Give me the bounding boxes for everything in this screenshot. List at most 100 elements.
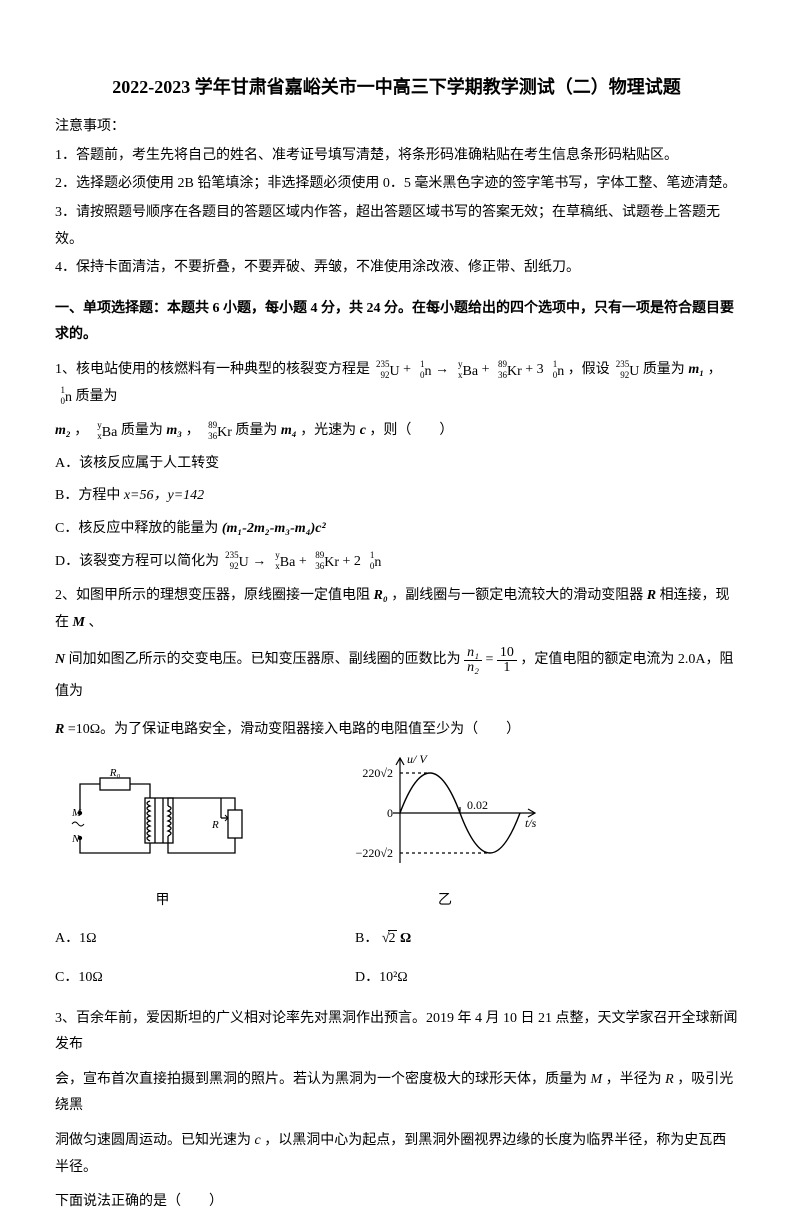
nuclide-Kr: 8936Kr xyxy=(493,359,522,381)
q2-R0: R₀ xyxy=(374,588,388,603)
q2-Rlabel: R xyxy=(55,722,64,737)
question-3-line1: 3、百余年前，爱因斯坦的广义相对论率先对黑洞作出预言。2019 年 4 月 10… xyxy=(55,1006,738,1059)
instruction-3: 3．请按照题号顺序在各题目的答题区域内作答，超出答题区域书写的答案无效；在草稿纸… xyxy=(55,200,738,253)
circuit-diagram-icon: R₀ M N xyxy=(70,768,255,873)
question-2-line3: R =10Ω。为了保证电路安全，滑动变阻器接入电路的电阻值至少为（ ） xyxy=(55,717,738,744)
q2-R: R xyxy=(647,588,656,603)
y-axis-label: u/ V xyxy=(407,753,428,766)
q1-text-5: 质量为 xyxy=(76,389,118,404)
q1-optC-pre: C．核反应中释放的能量为 xyxy=(55,521,218,536)
q1-text-4: ， xyxy=(708,362,722,377)
nuclide-Ba2: yxBa xyxy=(92,420,118,442)
question-2-line2: N 间加如图乙所示的交变电压。已知变压器原、副线圈的匝数比为 n₁ n₂ = 1… xyxy=(55,644,738,708)
instruction-2: 2．选择题必须使用 2B 铅笔填涂；非选择题必须使用 0．5 毫米黑色字迹的签字… xyxy=(55,171,738,198)
nuclide-n: 10n xyxy=(415,359,432,381)
svg-text:R₀: R₀ xyxy=(109,768,121,779)
q1-m1: m₁ xyxy=(688,362,704,377)
x-tick-label: 0.02 xyxy=(467,798,488,812)
q1-c: c xyxy=(360,423,366,438)
x-axis-label: t/s xyxy=(525,816,537,830)
q1-l2f: ，则（ ） xyxy=(369,423,453,438)
q2-circuit-figure: R₀ M N xyxy=(70,768,255,914)
q1-l2b: 质量为 xyxy=(121,423,167,438)
nuclide-Ba: yxBa xyxy=(453,359,479,381)
nuclide-U235: 23592U xyxy=(374,359,400,381)
question-3-line2: 会，宣布首次直接拍摄到黑洞的照片。若认为黑洞为一个密度极大的球形天体，质量为 M… xyxy=(55,1067,738,1120)
nuclide-Kr2: 8936Kr xyxy=(203,420,232,442)
q3-c: c xyxy=(255,1133,261,1148)
q1-m4: m₄ xyxy=(281,423,297,438)
q3-t2b: ，半径为 xyxy=(606,1072,666,1087)
q1-m3: m₃ xyxy=(166,423,182,438)
nuclide-Ba3: yxBa xyxy=(270,550,296,572)
q1-optB-pre: B．方程中 xyxy=(55,488,124,503)
q3-t3a: 洞做匀速圆周运动。已知光速为 xyxy=(55,1133,255,1148)
q1-l2e: ，光速为 xyxy=(300,423,360,438)
q2-ratio-right: 10 1 xyxy=(497,646,517,675)
svg-text:N: N xyxy=(71,833,80,845)
q1-m2: m₂ xyxy=(55,423,71,438)
q3-t2a: 会，宣布首次直接拍摄到黑洞的照片。若认为黑洞为一个密度极大的球形天体，质量为 xyxy=(55,1072,591,1087)
q2-graph-figure: u/ V t/s 220√2 0 −220√2 0.02 乙 xyxy=(345,753,545,914)
q2-optB-pre: B． xyxy=(355,931,378,946)
question-2: 2、如图甲所示的理想变压器，原线圈接一定值电阻 R₀ ，副线圈与一额定电流较大的… xyxy=(55,583,738,636)
question-3-line4: 下面说法正确的是（ ） xyxy=(55,1189,738,1216)
q1-text-3: 质量为 xyxy=(643,362,689,377)
q1-text-1: 1、核电站使用的核燃料有一种典型的核裂变方程是 xyxy=(55,362,374,377)
q1-optD-pre: D．该裂变方程可以简化为 xyxy=(55,554,219,569)
nuclide-U235c: 23592U xyxy=(223,550,249,572)
y-min-label: −220√2 xyxy=(356,846,393,860)
q1-optB-mid: x=56，y=142 xyxy=(124,488,204,503)
q2-option-C: C．10Ω xyxy=(55,965,355,992)
q2-t3a: =10Ω。为了保证电路安全，滑动变阻器接入电路的电阻值至少为（ ） xyxy=(68,722,520,737)
q2-figures: R₀ M N xyxy=(55,753,738,914)
q2-ratio-val-den: 1 xyxy=(497,661,517,675)
q2-option-B: B． 2 Ω xyxy=(355,926,411,953)
q2-optB-unit: Ω xyxy=(400,931,411,946)
q1-optC-expr: (m₁-2m₂-m₃-m₄)c² xyxy=(222,521,326,536)
question-3-line3: 洞做匀速圆周运动。已知光速为 c ，以黑洞中心为起点，到黑洞外圈视界边缘的长度为… xyxy=(55,1128,738,1181)
q1-l2a: ， xyxy=(74,423,88,438)
q2-t1d: 、 xyxy=(88,615,102,630)
q2-t1a: 2、如图甲所示的理想变压器，原线圈接一定值电阻 xyxy=(55,588,374,603)
q2-fig-left-label: 甲 xyxy=(70,888,255,915)
question-1: 1、核电站使用的核燃料有一种典型的核裂变方程是 23592U + 10n → y… xyxy=(55,357,738,410)
q1-option-D: D．该裂变方程可以简化为 23592U → yxBa + 8936Kr + 2 … xyxy=(55,549,738,576)
y-zero-label: 0 xyxy=(387,806,393,820)
nuclide-U235b: 23592U xyxy=(613,359,639,381)
q2-t1b: ，副线圈与一额定电流较大的滑动变阻器 xyxy=(391,588,647,603)
q1-option-C: C．核反应中释放的能量为 (m₁-2m₂-m₃-m₄)c² xyxy=(55,516,738,543)
q2-M: M xyxy=(73,615,85,630)
q1-l2d: 质量为 xyxy=(235,423,281,438)
q2-fig-right-label: 乙 xyxy=(345,888,545,915)
q2-N: N xyxy=(55,652,65,667)
q2-option-A: A．1Ω xyxy=(55,926,355,953)
nuclide-Kr3: 8936Kr xyxy=(310,550,339,572)
section-1-heading: 一、单项选择题：本题共 6 小题，每小题 4 分，共 24 分。在每小题给出的四… xyxy=(55,296,738,349)
nuclide-n3: 10n xyxy=(55,385,72,407)
question-1-line2: m₂ ， yxBa 质量为 m₃ ， 8936Kr 质量为 m₄ ，光速为 c … xyxy=(55,418,738,445)
instructions-header: 注意事项： xyxy=(55,114,738,141)
q3-M: M xyxy=(591,1072,603,1087)
q1-l2c: ， xyxy=(186,423,200,438)
q1-option-A: A．该核反应属于人工转变 xyxy=(55,451,738,478)
q2-options-row2: C．10Ω D．10²Ω xyxy=(55,959,738,998)
q2-ratio-num: n₁ xyxy=(464,646,482,661)
q2-ratio-val-num: 10 xyxy=(497,646,517,661)
y-max-label: 220√2 xyxy=(362,766,393,780)
instruction-1: 1．答题前，考生先将自己的姓名、准考证号填写清楚，将条形码准确粘贴在考生信息条形… xyxy=(55,143,738,170)
q2-ratio-den: n₂ xyxy=(464,661,482,675)
q1-text-2: ，假设 xyxy=(568,362,614,377)
q2-option-D: D．10²Ω xyxy=(355,965,408,992)
q3-R: R xyxy=(665,1072,674,1087)
q2-t2a: 间加如图乙所示的交变电压。已知变压器原、副线圈的匝数比为 xyxy=(69,652,465,667)
svg-text:R: R xyxy=(211,819,219,831)
svg-text:M: M xyxy=(71,807,82,819)
page-title: 2022-2023 学年甘肃省嘉峪关市一中高三下学期教学测试（二）物理试题 xyxy=(55,70,738,104)
instruction-4: 4．保持卡面清洁，不要折叠，不要弄破、弄皱，不准使用涂改液、修正带、刮纸刀。 xyxy=(55,255,738,282)
q1-option-B: B．方程中 x=56，y=142 xyxy=(55,483,738,510)
q2-ratio-left: n₁ n₂ xyxy=(464,646,482,675)
sqrt-icon: 2 xyxy=(382,926,397,953)
sine-graph-icon: u/ V t/s 220√2 0 −220√2 0.02 xyxy=(345,753,545,873)
nuclide-n4: 10n xyxy=(364,550,381,572)
